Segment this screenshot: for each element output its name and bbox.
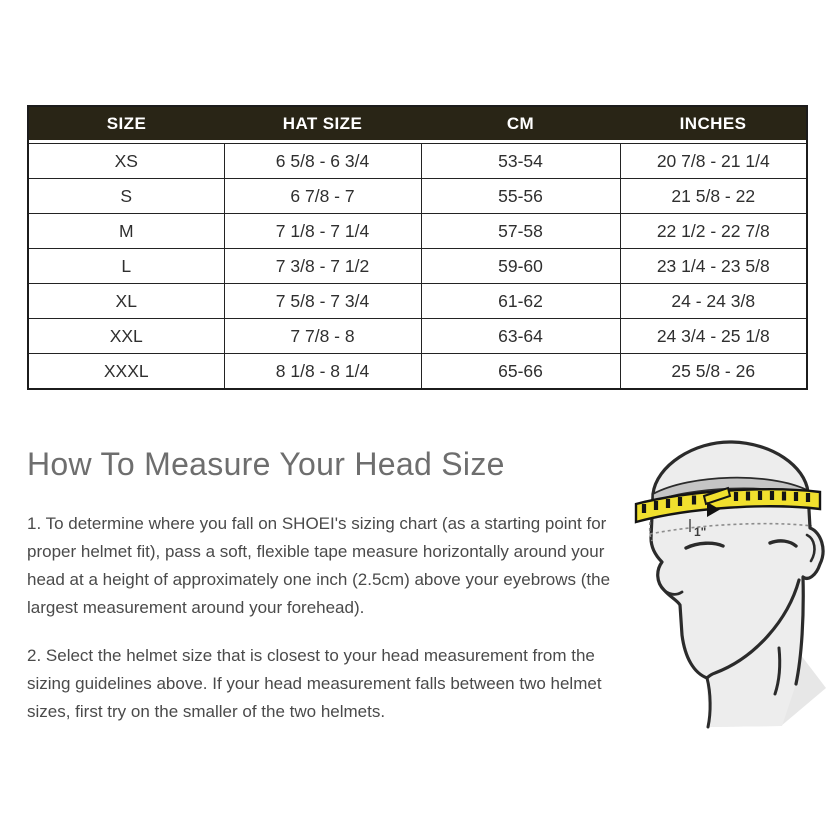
cell-size: L [27,248,225,284]
table-row-l: L 7 3/8 - 7 1/2 59-60 23 1/4 - 23 5/8 [27,248,808,284]
cell-hat: 7 7/8 - 8 [223,318,422,354]
cell-hat: 7 3/8 - 7 1/2 [223,248,422,284]
neck-line-right [773,646,782,696]
temple-dashed-line [648,521,653,542]
col-header-hat-size: HAT SIZE [224,106,421,144]
cell-size: XXL [27,318,225,354]
cell-inches: 20 7/8 - 21 1/4 [619,143,808,179]
right-eyebrow [768,539,798,548]
cell-inches: 25 5/8 - 26 [619,353,808,390]
measure-instructions: 1. To determine where you fall on SHOEI'… [27,510,641,726]
col-header-cm: CM [421,106,620,144]
cell-cm: 65-66 [420,353,621,390]
cell-cm: 61-62 [420,283,621,319]
instruction-step-2: 2. Select the helmet size that is closes… [27,646,602,721]
size-chart-table: SIZE HAT SIZE CM INCHES XS 6 5/8 - 6 3/4… [27,105,808,390]
head-outline [651,440,825,686]
ear-inner-line [805,533,816,563]
neck-line-left [705,676,712,729]
size-chart-body: XS 6 5/8 - 6 3/4 53-54 20 7/8 - 21 1/4 S… [27,143,808,390]
cell-inches: 22 1/2 - 22 7/8 [619,213,808,249]
table-row-xl: XL 7 5/8 - 7 3/4 61-62 24 - 24 3/8 [27,283,808,319]
left-eyebrow [684,541,725,550]
cell-inches: 24 3/4 - 25 1/8 [619,318,808,354]
cell-cm: 63-64 [420,318,621,354]
nostril-line [660,586,684,596]
cell-inches: 21 5/8 - 22 [619,178,808,214]
cell-size: S [27,178,225,214]
header-row: SIZE HAT SIZE CM INCHES [28,106,807,144]
head-measure-illustration: 1" [634,440,826,729]
cell-hat: 7 5/8 - 7 3/4 [223,283,422,319]
cell-cm: 59-60 [420,248,621,284]
cell-hat: 7 1/8 - 7 1/4 [223,213,422,249]
cell-cm: 57-58 [420,213,621,249]
cell-hat: 6 7/8 - 7 [223,178,422,214]
cell-hat: 6 5/8 - 6 3/4 [223,143,422,179]
tape-overlap-flap [702,486,732,506]
cell-size: XL [27,283,225,319]
page-title: How To Measure Your Head Size [27,446,505,482]
cell-hat: 8 1/8 - 8 1/4 [223,353,422,390]
cell-inches: 23 1/4 - 23 5/8 [619,248,808,284]
one-inch-label: 1" [694,525,706,539]
cell-cm: 55-56 [420,178,621,214]
tape-arrow-icon [707,502,720,517]
table-row-xxl: XXL 7 7/8 - 8 63-64 24 3/4 - 25 1/8 [27,318,808,354]
table-row-m: M 7 1/8 - 7 1/4 57-58 22 1/2 - 22 7/8 [27,213,808,249]
size-chart: SIZE HAT SIZE CM INCHES XS 6 5/8 - 6 3/4… [27,105,808,390]
col-header-inches: INCHES [620,106,807,144]
cell-cm: 53-54 [420,143,621,179]
cell-inches: 24 - 24 3/8 [619,283,808,319]
instruction-step-1: 1. To determine where you fall on SHOEI'… [27,514,611,617]
cell-size: XXXL [27,353,225,390]
table-row-xxxl: XXXL 8 1/8 - 8 1/4 65-66 25 5/8 - 26 [27,353,808,390]
col-header-size: SIZE [28,106,224,144]
table-row-xs: XS 6 5/8 - 6 3/4 53-54 20 7/8 - 21 1/4 [27,143,808,179]
cell-size: XS [27,143,225,179]
cell-size: M [27,213,225,249]
size-chart-header: SIZE HAT SIZE CM INCHES [28,106,807,144]
eyebrow-level-dashed-line [649,522,813,535]
jaw-line [705,578,801,680]
tape-tick-marks [641,491,811,513]
table-row-s: S 6 7/8 - 7 55-56 21 5/8 - 22 [27,178,808,214]
